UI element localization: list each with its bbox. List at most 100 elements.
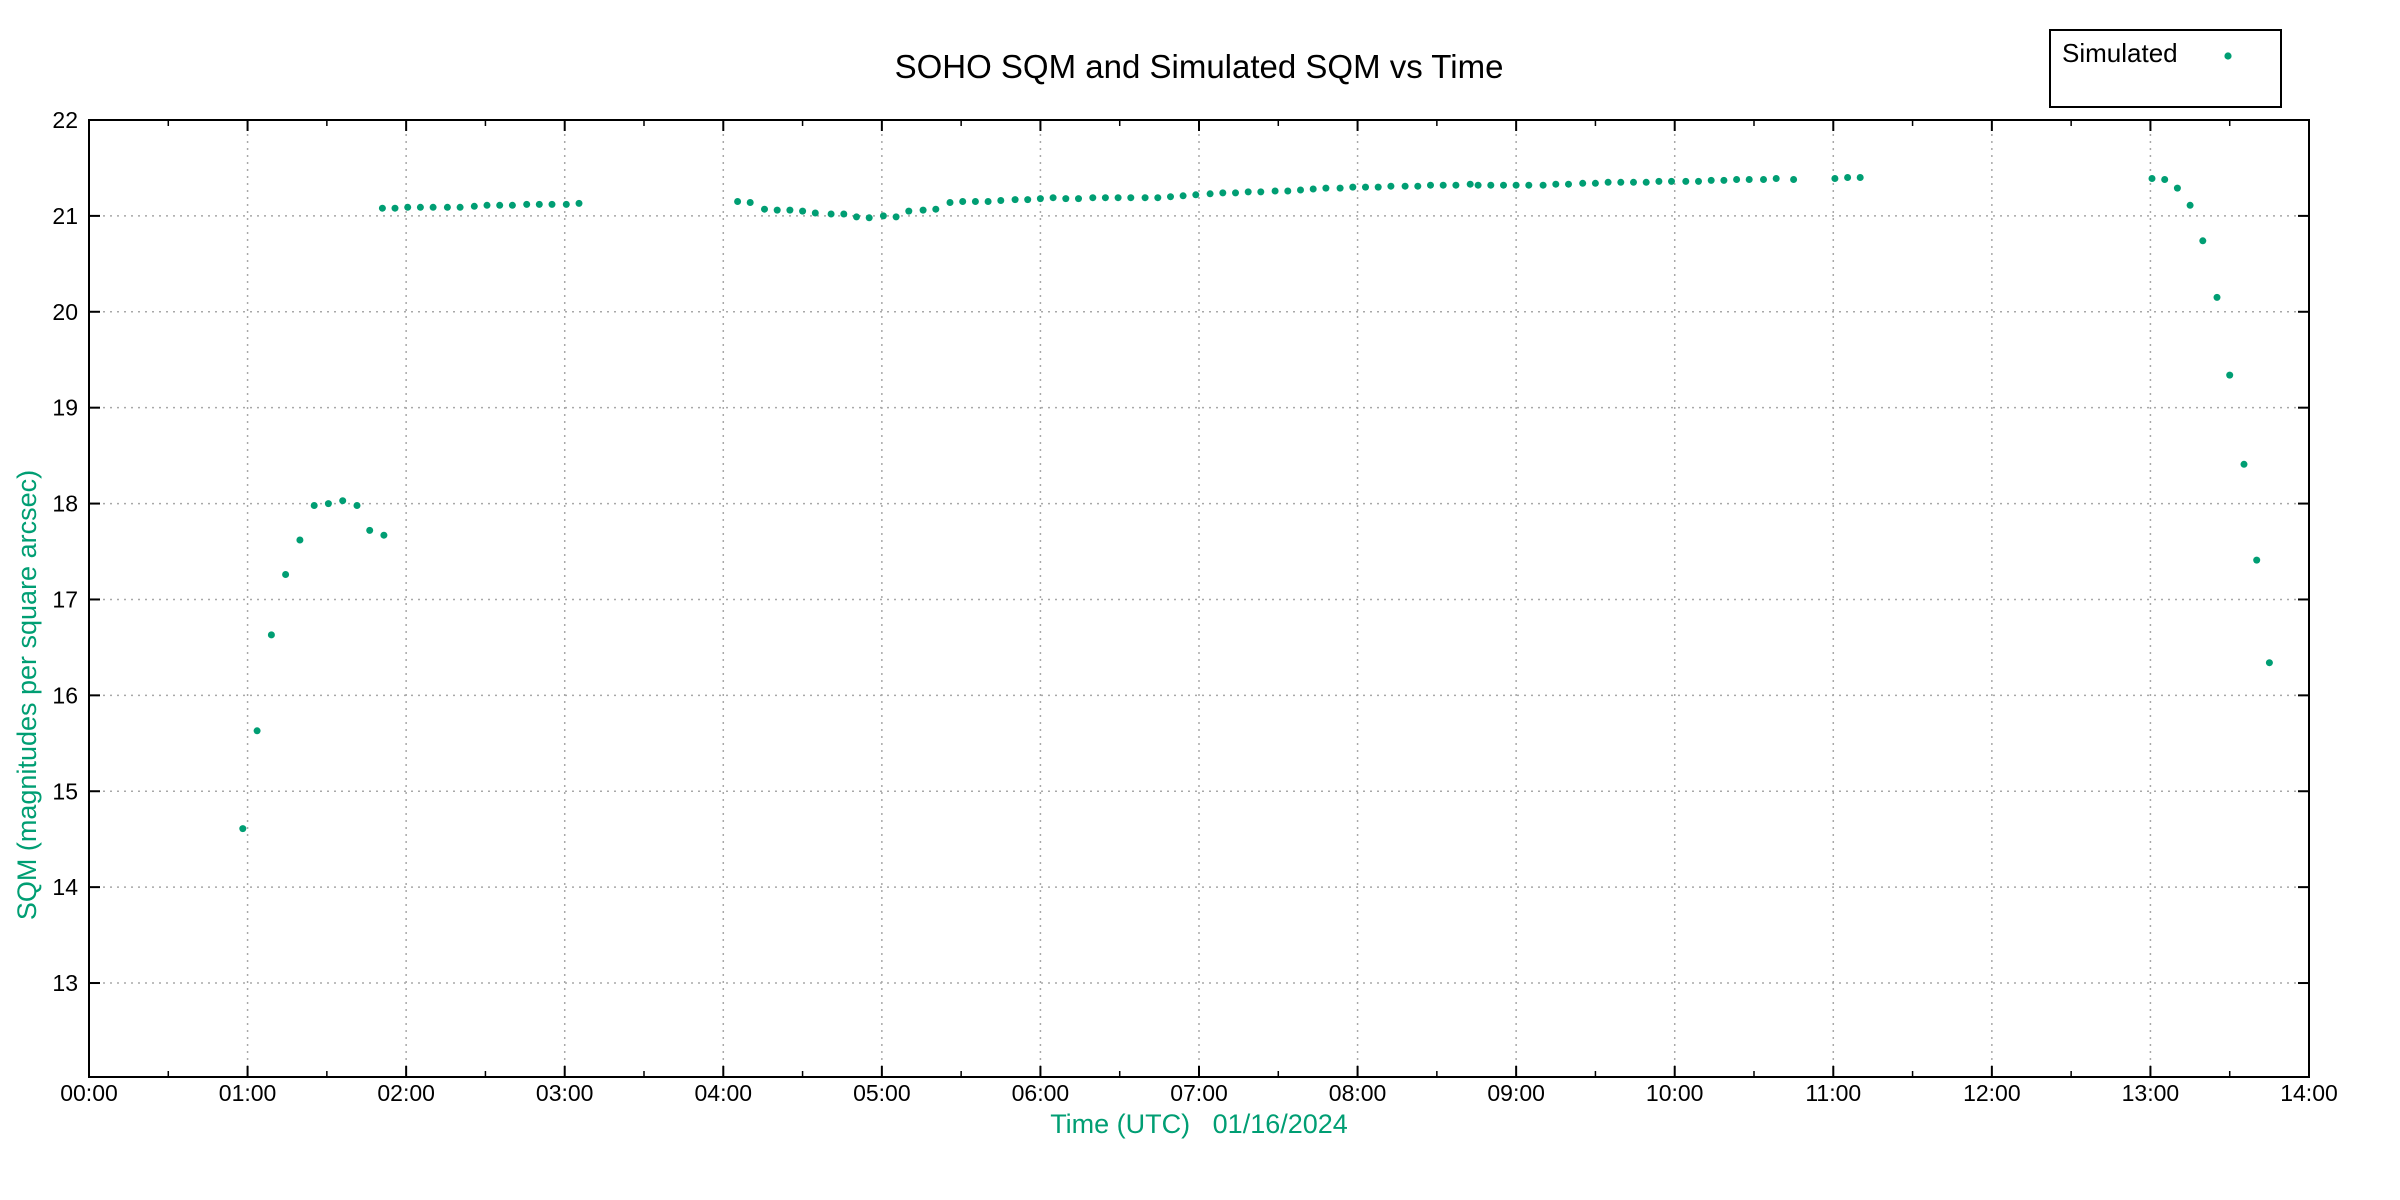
data-point bbox=[1668, 177, 1675, 185]
data-point bbox=[1565, 180, 1572, 188]
data-point bbox=[562, 200, 570, 208]
data-point bbox=[811, 209, 819, 217]
x-tick-label: 11:00 bbox=[1805, 1080, 1861, 1106]
data-point bbox=[1024, 196, 1032, 204]
data-point bbox=[508, 201, 516, 209]
data-point bbox=[483, 201, 491, 209]
data-point bbox=[296, 536, 304, 544]
data-point bbox=[1414, 182, 1422, 190]
data-point bbox=[1362, 183, 1369, 191]
data-point bbox=[239, 825, 247, 833]
data-point bbox=[1642, 178, 1650, 186]
data-point bbox=[984, 198, 992, 205]
data-point bbox=[786, 206, 794, 214]
data-point bbox=[1401, 182, 1409, 190]
data-point bbox=[827, 210, 835, 218]
data-point bbox=[1695, 177, 1702, 185]
data-point bbox=[1154, 194, 1162, 202]
data-point bbox=[1206, 190, 1214, 198]
x-tick-label: 03:00 bbox=[536, 1080, 594, 1106]
y-tick-label: 22 bbox=[52, 107, 78, 133]
data-point bbox=[324, 500, 332, 508]
data-point bbox=[1733, 176, 1741, 183]
data-point bbox=[853, 213, 860, 221]
x-axis-label: Time (UTC) 01/16/2024 bbox=[1050, 1109, 1348, 1139]
x-tick-label: 01:00 bbox=[219, 1080, 277, 1106]
data-point bbox=[1101, 194, 1109, 202]
data-point bbox=[2213, 293, 2221, 301]
data-point bbox=[734, 198, 742, 205]
data-point bbox=[1297, 186, 1304, 194]
data-point bbox=[548, 200, 556, 208]
y-axis-label: SQM (magnitudes per square arcsec) bbox=[12, 470, 42, 920]
data-point bbox=[1487, 181, 1495, 189]
data-point bbox=[1720, 176, 1728, 184]
y-tick-label: 13 bbox=[52, 970, 78, 996]
data-point bbox=[2186, 201, 2194, 209]
data-point bbox=[1591, 179, 1599, 187]
data-point bbox=[1167, 193, 1174, 201]
data-point bbox=[1179, 192, 1187, 200]
data-point bbox=[773, 206, 781, 214]
data-point bbox=[1474, 181, 1482, 189]
data-point bbox=[1374, 183, 1382, 191]
data-point bbox=[2226, 371, 2234, 379]
x-tick-label: 09:00 bbox=[1487, 1080, 1545, 1106]
plot-area: 00:00 01:00 02:00 03:00 04:00 05:00 06:00 07:00… bbox=[52, 107, 2337, 1106]
legend-box bbox=[2049, 29, 2282, 108]
data-point bbox=[2265, 659, 2273, 667]
data-point bbox=[1309, 185, 1317, 193]
x-tick-label: 13:00 bbox=[2122, 1080, 2180, 1106]
data-point bbox=[1036, 195, 1044, 203]
data-point bbox=[380, 531, 388, 539]
data-point bbox=[932, 205, 940, 213]
x-tick-label: 06:00 bbox=[1012, 1080, 1070, 1106]
legend-marker-dot bbox=[2224, 52, 2232, 60]
y-tick-label: 14 bbox=[52, 874, 78, 900]
y-tick-label: 19 bbox=[52, 395, 78, 421]
data-point bbox=[1745, 176, 1753, 183]
data-point bbox=[1630, 178, 1637, 186]
x-tick-label: 08:00 bbox=[1329, 1080, 1387, 1106]
x-tick-label: 14:00 bbox=[2280, 1080, 2338, 1106]
data-point bbox=[267, 631, 275, 639]
data-point bbox=[1604, 178, 1612, 186]
data-point bbox=[416, 203, 424, 211]
data-point bbox=[746, 199, 754, 206]
data-point bbox=[1617, 178, 1625, 186]
data-point bbox=[1772, 175, 1780, 182]
data-point bbox=[971, 198, 979, 205]
data-point bbox=[1127, 194, 1135, 202]
y-tick-label: 20 bbox=[52, 299, 78, 325]
data-point bbox=[840, 210, 848, 218]
data-point bbox=[470, 202, 478, 210]
data-point bbox=[905, 207, 913, 215]
data-point bbox=[282, 571, 290, 578]
data-point bbox=[1500, 181, 1507, 189]
data-point bbox=[1466, 180, 1474, 188]
y-tick-label: 18 bbox=[52, 491, 78, 517]
data-point bbox=[310, 502, 318, 509]
y-tick-label: 15 bbox=[52, 778, 78, 804]
data-point bbox=[366, 526, 374, 534]
data-point bbox=[2148, 175, 2156, 182]
data-point bbox=[1232, 189, 1239, 197]
x-tick-label: 12:00 bbox=[1963, 1080, 2021, 1106]
data-point bbox=[2199, 237, 2207, 245]
data-point bbox=[1271, 187, 1279, 195]
data-point bbox=[1349, 183, 1357, 191]
data-point bbox=[1844, 174, 1852, 181]
data-point bbox=[339, 497, 347, 505]
data-point bbox=[959, 198, 967, 205]
data-point bbox=[2161, 176, 2169, 183]
x-tick-label: 07:00 bbox=[1170, 1080, 1228, 1106]
x-tick-label: 02:00 bbox=[377, 1080, 435, 1106]
data-point bbox=[1525, 181, 1533, 189]
data-point bbox=[1452, 181, 1460, 189]
y-tick-label: 17 bbox=[52, 587, 78, 613]
data-point bbox=[404, 203, 412, 211]
data-point bbox=[1062, 195, 1070, 203]
data-point bbox=[865, 214, 873, 222]
data-point bbox=[892, 213, 900, 221]
